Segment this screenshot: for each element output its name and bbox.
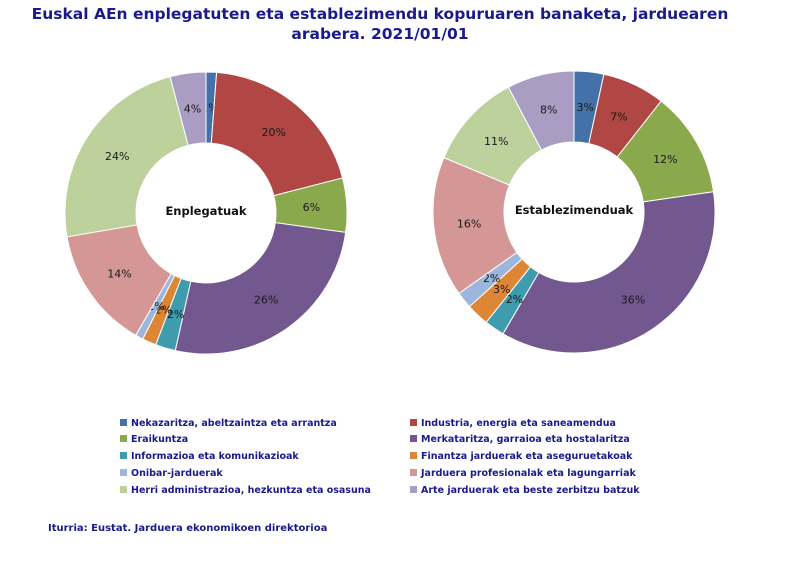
enplegatuak-center-label: Enplegatuak: [165, 204, 246, 218]
legend-item-2: Eraikuntza: [120, 434, 188, 446]
legend-label-5: Finantza jarduerak eta aseguruetakoak: [421, 451, 633, 462]
establezimenduak-center-label: Establezimenduak: [515, 203, 634, 217]
legend-label-4: Informazioa eta komunikazioak: [131, 451, 299, 462]
legend-item-8: Herri administrazioa, hezkuntza eta osas…: [120, 485, 371, 497]
establezimenduak-slice-label-4: 2%: [506, 293, 523, 306]
enplegatuak-slice-8: [64, 76, 189, 238]
legend-item-5: Finantza jarduerak eta aseguruetakoak: [410, 451, 633, 463]
legend-swatch-4: [120, 452, 127, 459]
legend-item-7: Jarduera profesionalak eta lagungarriak: [410, 468, 636, 480]
establezimenduak-slice-label-0: 3%: [577, 101, 594, 114]
enplegatuak-slice-label-8: 24%: [105, 150, 129, 163]
enplegatuak-slice-label-1: 20%: [262, 126, 286, 139]
establezimenduak-slice-label-8: 11%: [484, 135, 508, 148]
legend-swatch-9: [410, 486, 417, 493]
enplegatuak-slice-label-4: 2%: [167, 308, 184, 321]
establezimenduak-slice-label-2: 12%: [653, 153, 677, 166]
legend-swatch-6: [120, 469, 127, 476]
legend-item-4: Informazioa eta komunikazioak: [120, 451, 299, 463]
chart-title: Euskal AEn enplegatuten eta establezimen…: [0, 4, 760, 44]
chart-title-line-1: Euskal AEn enplegatuten eta establezimen…: [31, 5, 729, 23]
legend-swatch-5: [410, 452, 417, 459]
enplegatuak-slice-label-3: 26%: [254, 294, 278, 307]
legend-item-6: Onibar-jarduerak: [120, 468, 223, 480]
legend-swatch-7: [410, 469, 417, 476]
donut-charts: 1%20%6%26%2%2%1%14%24%4%Enplegatuak3%7%1…: [64, 70, 716, 355]
donut-establezimenduak: 3%7%12%36%2%3%2%16%11%8%Establezimenduak: [432, 70, 716, 354]
legend-item-3: Merkataritza, garraioa eta hostalaritza: [410, 434, 630, 446]
legend-item-1: Industria, energia eta saneamendua: [410, 418, 616, 430]
legend-swatch-2: [120, 435, 127, 442]
enplegatuak-slice-9: [169, 71, 207, 146]
establezimenduak-slice-3: [502, 191, 716, 354]
legend-item-0: Nekazaritza, abeltzaintza eta arrantza: [120, 418, 337, 430]
legend-label-2: Eraikuntza: [131, 434, 189, 445]
legend-label-1: Industria, energia eta saneamendua: [421, 418, 616, 429]
enplegatuak-slice-1: [210, 71, 344, 197]
source-note: Iturria: Eustat. Jarduera ekonomikoen di…: [48, 523, 328, 534]
establezimenduak-slice-9: [507, 70, 575, 151]
enplegatuak-slice-label-2: 6%: [303, 201, 320, 214]
establezimenduak-slice-label-9: 8%: [540, 104, 557, 117]
chart-title-line-2: arabera. 2021/01/01: [291, 25, 469, 43]
legend-swatch-3: [410, 435, 417, 442]
establezimenduak-slice-label-7: 16%: [457, 218, 481, 231]
establezimenduak-slice-label-1: 7%: [610, 111, 627, 124]
enplegatuak-slice-label-7: 14%: [107, 267, 131, 280]
legend-label-7: Jarduera profesionalak eta lagungarriak: [421, 468, 636, 479]
enplegatuak-slice-label-9: 4%: [184, 102, 201, 115]
enplegatuak-slice-3: [174, 222, 347, 355]
legend-swatch-0: [120, 419, 127, 426]
legend-label-6: Onibar-jarduerak: [131, 468, 223, 479]
establezimenduak-slice-label-6: 2%: [483, 272, 500, 285]
donut-enplegatuak: 1%20%6%26%2%2%1%14%24%4%Enplegatuak: [64, 71, 348, 355]
legend-swatch-1: [410, 419, 417, 426]
legend-label-3: Merkataritza, garraioa eta hostalaritza: [421, 434, 630, 445]
legend-item-9: Arte jarduerak eta beste zerbitzu batzuk: [410, 485, 640, 497]
legend-label-8: Herri administrazioa, hezkuntza eta osas…: [131, 485, 371, 496]
establezimenduak-slice-label-5: 3%: [493, 283, 510, 296]
legend-label-9: Arte jarduerak eta beste zerbitzu batzuk: [421, 485, 640, 496]
legend-swatch-8: [120, 486, 127, 493]
legend-label-0: Nekazaritza, abeltzaintza eta arrantza: [131, 418, 337, 429]
establezimenduak-slice-label-3: 36%: [621, 293, 645, 306]
